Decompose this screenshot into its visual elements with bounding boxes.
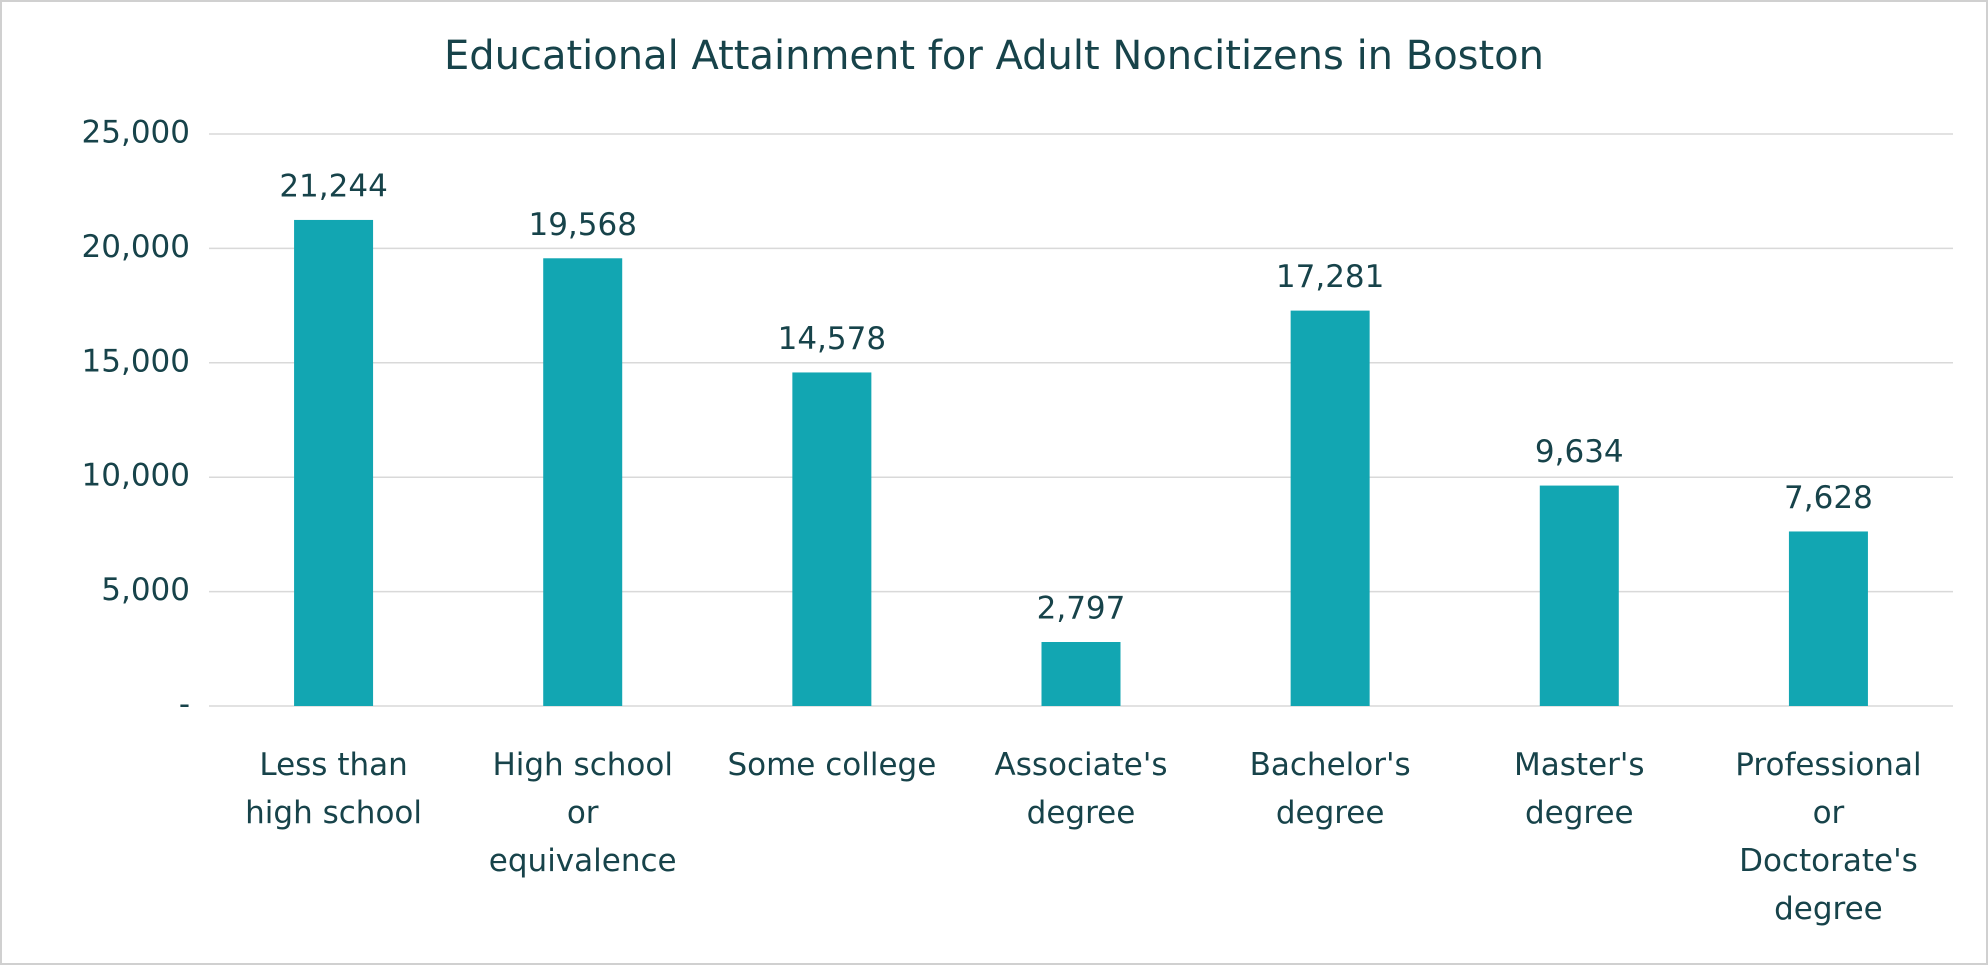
x-tick-label: Master's degree: [1514, 747, 1645, 831]
bar: [1290, 310, 1370, 706]
y-tick-label: 25,000: [82, 115, 190, 151]
data-label: 21,244: [279, 168, 387, 204]
bar: [294, 219, 374, 706]
x-tick-label-line: Doctorate's: [1739, 843, 1918, 879]
x-tick-label-line: Associate's: [994, 747, 1167, 783]
bar: [1539, 485, 1619, 706]
x-tick-label: Associate's degree: [994, 747, 1167, 831]
x-tick-label-line: or: [567, 795, 599, 831]
data-label: 2,797: [1037, 591, 1126, 627]
bar: [1041, 642, 1121, 706]
chart-title: Educational Attainment for Adult Nonciti…: [444, 33, 1544, 79]
x-tick-label-line: degree: [1774, 891, 1883, 927]
x-tick-label: Less than high school: [245, 747, 422, 831]
y-tick-label: 15,000: [82, 343, 190, 379]
bar: [543, 258, 623, 706]
x-tick-label: Professional or Doctorate's degree: [1735, 747, 1921, 927]
x-tick-label-line: Less than: [259, 747, 407, 783]
x-tick-label-line: or: [1813, 795, 1845, 831]
bar: [792, 372, 872, 706]
data-label: 17,281: [1276, 259, 1384, 295]
x-tick-label-line: Some college: [727, 747, 936, 783]
x-tick-label-line: Bachelor's: [1250, 747, 1411, 783]
x-tick-label-line: High school: [492, 747, 673, 783]
x-tick-label: Bachelor's degree: [1250, 747, 1411, 831]
data-label: 14,578: [778, 321, 886, 357]
bar: [1788, 531, 1868, 706]
y-tick-label: 10,000: [82, 458, 190, 494]
x-tick-label-line: high school: [245, 795, 422, 831]
x-tick-label-line: degree: [1027, 795, 1136, 831]
x-tick-label: Some college: [727, 747, 936, 783]
y-tick-label: -: [179, 687, 190, 723]
data-label: 19,568: [528, 207, 636, 243]
x-tick-label-line: equivalence: [489, 843, 677, 879]
data-label: 7,628: [1784, 480, 1873, 516]
x-tick-label-line: degree: [1276, 795, 1385, 831]
x-tick-label-line: degree: [1525, 795, 1634, 831]
y-tick-label: 5,000: [101, 572, 190, 608]
data-label: 9,634: [1535, 434, 1624, 470]
x-tick-label-line: Professional: [1735, 747, 1921, 783]
y-tick-label: 20,000: [82, 229, 190, 265]
x-tick-label: High school or equivalence: [489, 747, 677, 879]
x-tick-label-line: Master's: [1514, 747, 1645, 783]
